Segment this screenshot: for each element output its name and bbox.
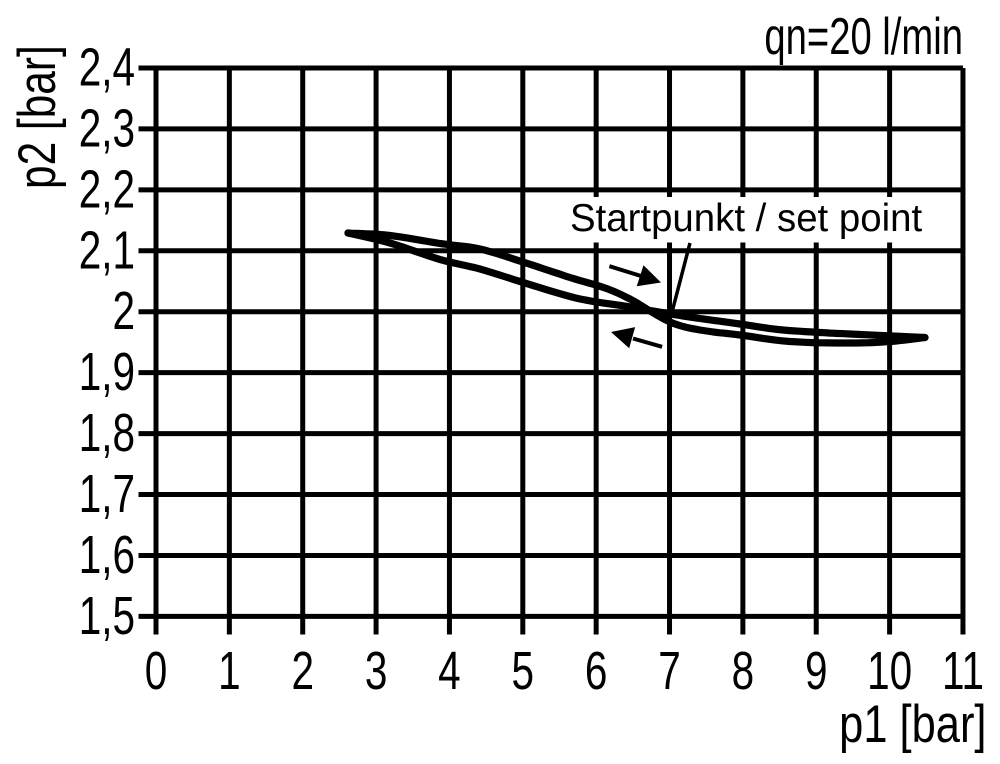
svg-text:0: 0	[145, 641, 168, 701]
svg-text:Startpunkt / set point: Startpunkt / set point	[570, 197, 922, 240]
svg-text:p1 [bar]: p1 [bar]	[839, 695, 986, 754]
svg-text:3: 3	[365, 641, 388, 701]
svg-text:p2 [bar]: p2 [bar]	[9, 45, 68, 189]
svg-text:2,1: 2,1	[79, 221, 135, 281]
svg-text:2,3: 2,3	[79, 99, 135, 159]
svg-text:9: 9	[805, 641, 828, 701]
svg-text:qn=20 l/min: qn=20 l/min	[764, 7, 963, 65]
svg-text:1,5: 1,5	[79, 586, 135, 646]
svg-text:2,2: 2,2	[79, 160, 135, 220]
svg-text:7: 7	[658, 641, 681, 701]
svg-text:5: 5	[512, 641, 535, 701]
svg-text:11: 11	[942, 641, 984, 701]
svg-text:2,4: 2,4	[79, 38, 135, 98]
svg-text:2: 2	[112, 282, 135, 342]
svg-text:6: 6	[585, 641, 608, 701]
svg-text:1,7: 1,7	[79, 464, 135, 524]
svg-text:1,9: 1,9	[79, 343, 135, 403]
svg-text:2: 2	[291, 641, 314, 701]
svg-text:8: 8	[732, 641, 755, 701]
svg-text:10: 10	[867, 641, 912, 701]
svg-text:4: 4	[438, 641, 461, 701]
svg-text:1,6: 1,6	[79, 525, 135, 585]
svg-text:1: 1	[218, 641, 241, 701]
svg-text:1,8: 1,8	[79, 404, 135, 464]
